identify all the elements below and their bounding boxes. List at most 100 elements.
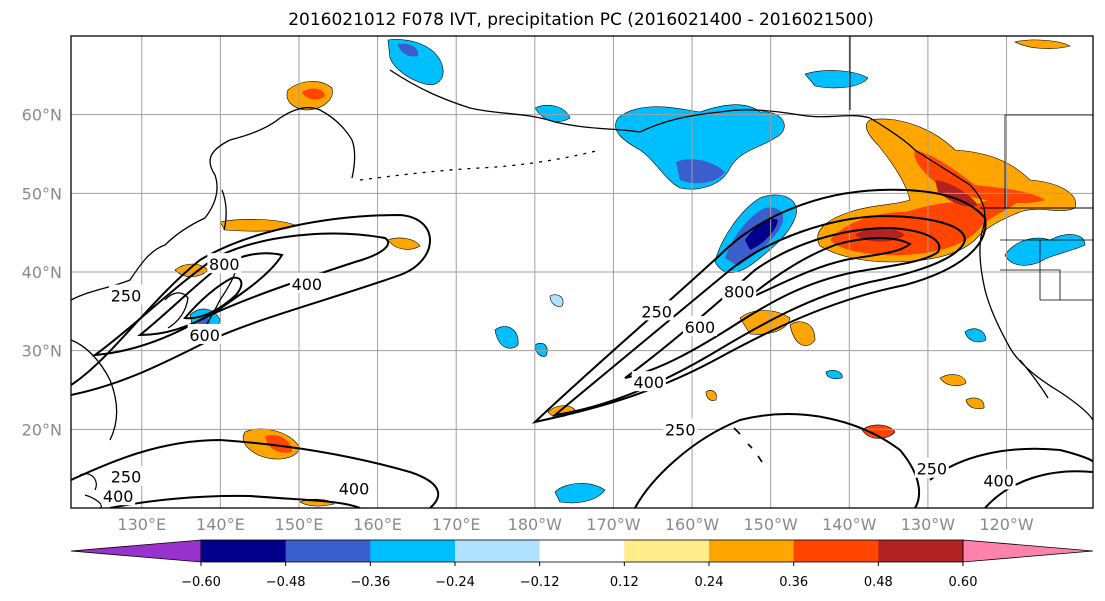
- contour-label-bg: [663, 418, 698, 439]
- colorbar-segment: [624, 540, 710, 562]
- ivt-contour-600-west: [137, 252, 284, 337]
- contour-label-bg: [289, 272, 324, 293]
- ivt-contour-250-east: [531, 188, 987, 424]
- colorbar-tick-label: 0.36: [779, 575, 808, 590]
- lon-tick-label: 150°E: [275, 515, 324, 534]
- coast-china: [71, 339, 118, 441]
- neg-anomaly-ar-north-core: [745, 218, 778, 250]
- colorbar-tick-label: 0.48: [864, 575, 893, 590]
- lat-tick-label: 50°N: [22, 184, 62, 203]
- colorbar-frame: [200, 539, 964, 563]
- pos-anomaly-east-3: [965, 397, 985, 410]
- ivt-contour-800-east: [744, 237, 912, 301]
- lon-tick-label: 170°W: [586, 515, 641, 534]
- colorbar-segment: [285, 540, 371, 562]
- colorbar-segment: [539, 540, 625, 562]
- contour-label: 250: [917, 460, 948, 479]
- contour-label: 250: [641, 302, 672, 321]
- map-gridlines: [71, 36, 1093, 508]
- ivt-contour-400-south-west: [109, 494, 361, 508]
- border-states-1: [1000, 239, 1093, 301]
- coast-east-asia: [71, 107, 356, 301]
- pos-anomaly-east-2: [939, 374, 967, 387]
- contour-label-bg: [639, 300, 674, 321]
- coast-baja: [1019, 359, 1049, 399]
- lat-tick-label: 20°N: [22, 420, 62, 439]
- colorbar-segment: [201, 540, 287, 562]
- colorbar: [70, 539, 1094, 563]
- contour-label-bg: [631, 371, 666, 392]
- pos-anomaly-mid-1: [387, 237, 421, 250]
- figure-title: 2016021012 F078 IVT, precipitation PC (2…: [288, 10, 874, 30]
- colorbar-tick-label: −0.48: [266, 575, 306, 590]
- coast-alaska: [389, 69, 871, 133]
- contour-label: 400: [339, 479, 370, 498]
- contour-label: 250: [111, 287, 142, 306]
- coast-korea: [164, 292, 189, 329]
- pos-anomaly-hawaii: [705, 390, 717, 401]
- lat-tick-label: 40°N: [22, 263, 62, 282]
- contour-label: 600: [685, 318, 716, 337]
- lon-tick-label: 130°W: [901, 515, 956, 534]
- neg-anomaly-south: [554, 483, 606, 504]
- colorbar-tick-label: −0.60: [181, 575, 221, 590]
- contour-label: 400: [634, 373, 665, 392]
- contour-label-bg: [682, 316, 717, 337]
- ivt-contour-250-west: [71, 213, 431, 396]
- coast-north-america: [869, 117, 1093, 421]
- colorbar-extend-low: [70, 539, 202, 563]
- neg-anomaly-pacific-1: [494, 326, 519, 349]
- lat-tick-label: 60°N: [22, 106, 62, 125]
- neg-anomaly-east-2: [825, 370, 843, 380]
- colorbar-tick-label: 0.12: [610, 575, 639, 590]
- neg-anomaly-east-1: [964, 328, 987, 343]
- contour-label-bg: [337, 477, 372, 498]
- contour-label-bg: [981, 469, 1016, 490]
- lat-tick-label: 30°N: [22, 342, 62, 361]
- ivt-contour-800-west: [183, 276, 243, 320]
- colorbar-segment: [793, 540, 879, 562]
- neg-anomaly-arctic: [804, 70, 869, 89]
- colorbar-segment: [370, 540, 456, 562]
- contour-label-bg: [207, 253, 242, 274]
- contour-label: 600: [189, 326, 220, 345]
- coast-aleutians: [359, 149, 601, 181]
- pos-anomaly-west-coast-upper: [914, 150, 1045, 204]
- pos-anomaly-central-2: [789, 321, 816, 347]
- longitude-tick-labels: 130°E 140°E 150°E 160°E 170°E 180°W 170°W 160°W…: [117, 515, 1033, 534]
- contour-label-bg: [109, 465, 144, 486]
- contour-label: 250: [665, 420, 696, 439]
- neg-anomaly-small-1: [534, 105, 571, 122]
- colorbar-segment: [878, 540, 964, 562]
- colorbar-tick-label: 0.60: [949, 575, 978, 590]
- contour-label-bg: [109, 284, 144, 305]
- contour-label-bg: [914, 457, 949, 478]
- lon-tick-label: 130°E: [117, 515, 166, 534]
- colorbar-tick-label: −0.12: [520, 575, 560, 590]
- map-frame: [70, 35, 1094, 509]
- neg-anomaly-pacific-3: [549, 294, 564, 307]
- border-canada-provinces: [1004, 114, 1093, 208]
- neg-anomaly-westcoast: [1004, 234, 1086, 266]
- contour-label: 800: [209, 255, 240, 274]
- lon-tick-label: 180°W: [508, 515, 563, 534]
- lon-tick-label: 140°W: [822, 515, 877, 534]
- contour-label-bg: [187, 323, 222, 344]
- neg-anomaly-alaska-gulf-core: [676, 159, 725, 184]
- pos-anomaly-east-1: [861, 424, 896, 439]
- contour-label: 400: [103, 487, 134, 506]
- neg-anomaly-alaska-gulf: [615, 104, 785, 190]
- ivt-contour-250-south-east: [634, 413, 921, 508]
- colorbar-segment: [709, 540, 795, 562]
- ivt-contour-250-far-east: [929, 447, 1093, 481]
- pos-anomaly-south-asia-core: [265, 434, 292, 453]
- contour-label: 800: [724, 283, 755, 302]
- colorbar-tick-label: 0.24: [695, 575, 724, 590]
- contour-label-bg: [722, 280, 757, 301]
- colorbar-tick-label: −0.36: [350, 575, 390, 590]
- ivt-contour-250-south-west: [71, 438, 440, 508]
- lon-tick-label: 160°E: [353, 515, 402, 534]
